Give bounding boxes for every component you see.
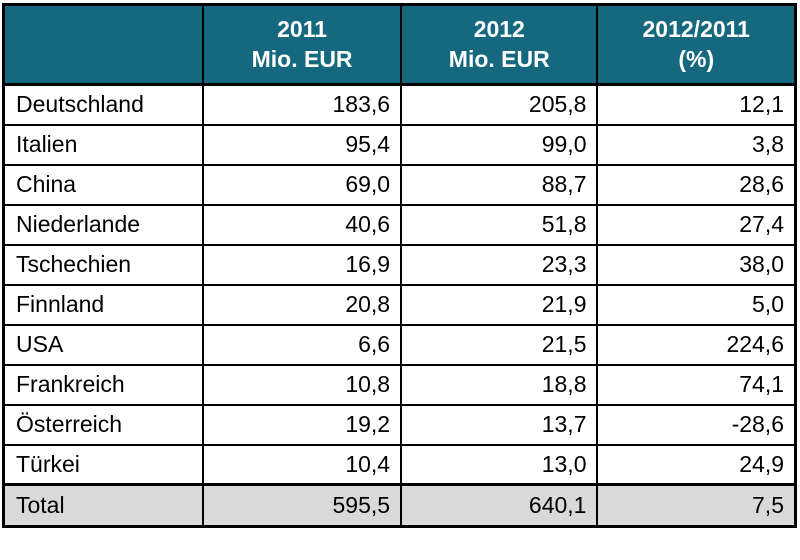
table-row-china: China 69,0 88,7 28,6 — [2, 163, 797, 206]
row-label: Italien — [2, 123, 205, 166]
value-change: 3,8 — [596, 123, 797, 166]
value-change: 224,6 — [596, 323, 797, 366]
row-label: Österreich — [2, 403, 205, 446]
header-row: 2011 Mio. EUR 2012 Mio. EUR 2012/2011 (%… — [2, 3, 797, 86]
row-label: Türkei — [2, 443, 205, 486]
total-row: Total 595,5 640,1 7,5 — [2, 483, 797, 528]
value-2011: 10,4 — [202, 443, 403, 486]
value-2012: 13,7 — [400, 403, 599, 446]
table-row-usa: USA 6,6 21,5 224,6 — [2, 323, 797, 366]
table-row-deutschland: Deutschland 183,6 205,8 12,1 — [2, 83, 797, 126]
total-2011: 595,5 — [202, 483, 403, 528]
total-2012: 640,1 — [400, 483, 599, 528]
value-change: -28,6 — [596, 403, 797, 446]
row-label: Niederlande — [2, 203, 205, 246]
table-row-finnland: Finnland 20,8 21,9 5,0 — [2, 283, 797, 326]
row-label: China — [2, 163, 205, 206]
value-2011: 6,6 — [202, 323, 403, 366]
value-change: 38,0 — [596, 243, 797, 286]
value-2011: 10,8 — [202, 363, 403, 406]
value-2012: 13,0 — [400, 443, 599, 486]
value-2012: 88,7 — [400, 163, 599, 206]
table-row-tschechien: Tschechien 16,9 23,3 38,0 — [2, 243, 797, 286]
table-row-oesterreich: Österreich 19,2 13,7 -28,6 — [2, 403, 797, 446]
total-label: Total — [2, 483, 205, 528]
row-label: Finnland — [2, 283, 205, 326]
value-2011: 20,8 — [202, 283, 403, 326]
value-2011: 19,2 — [202, 403, 403, 446]
value-2012: 21,5 — [400, 323, 599, 366]
header-empty-cell — [2, 3, 205, 86]
value-change: 24,9 — [596, 443, 797, 486]
column-header-2011: 2011 Mio. EUR — [202, 3, 403, 86]
table-row-frankreich: Frankreich 10,8 18,8 74,1 — [2, 363, 797, 406]
value-change: 74,1 — [596, 363, 797, 406]
value-2011: 183,6 — [202, 83, 403, 126]
value-2012: 99,0 — [400, 123, 599, 166]
row-label: Tschechien — [2, 243, 205, 286]
total-change: 7,5 — [596, 483, 797, 528]
table-row-tuerkei: Türkei 10,4 13,0 24,9 — [2, 443, 797, 486]
value-2011: 16,9 — [202, 243, 403, 286]
value-2012: 51,8 — [400, 203, 599, 246]
value-change: 5,0 — [596, 283, 797, 326]
value-2012: 21,9 — [400, 283, 599, 326]
column-header-change: 2012/2011 (%) — [596, 3, 797, 86]
row-label: Deutschland — [2, 83, 205, 126]
row-label: USA — [2, 323, 205, 366]
value-change: 12,1 — [596, 83, 797, 126]
value-2012: 205,8 — [400, 83, 599, 126]
table-row-italien: Italien 95,4 99,0 3,8 — [2, 123, 797, 166]
table-row-niederlande: Niederlande 40,6 51,8 27,4 — [2, 203, 797, 246]
value-change: 27,4 — [596, 203, 797, 246]
country-values-table: 2011 Mio. EUR 2012 Mio. EUR 2012/2011 (%… — [2, 3, 797, 528]
column-header-2012: 2012 Mio. EUR — [400, 3, 599, 86]
value-2011: 40,6 — [202, 203, 403, 246]
value-2011: 95,4 — [202, 123, 403, 166]
value-2012: 18,8 — [400, 363, 599, 406]
value-2012: 23,3 — [400, 243, 599, 286]
value-2011: 69,0 — [202, 163, 403, 206]
row-label: Frankreich — [2, 363, 205, 406]
value-change: 28,6 — [596, 163, 797, 206]
